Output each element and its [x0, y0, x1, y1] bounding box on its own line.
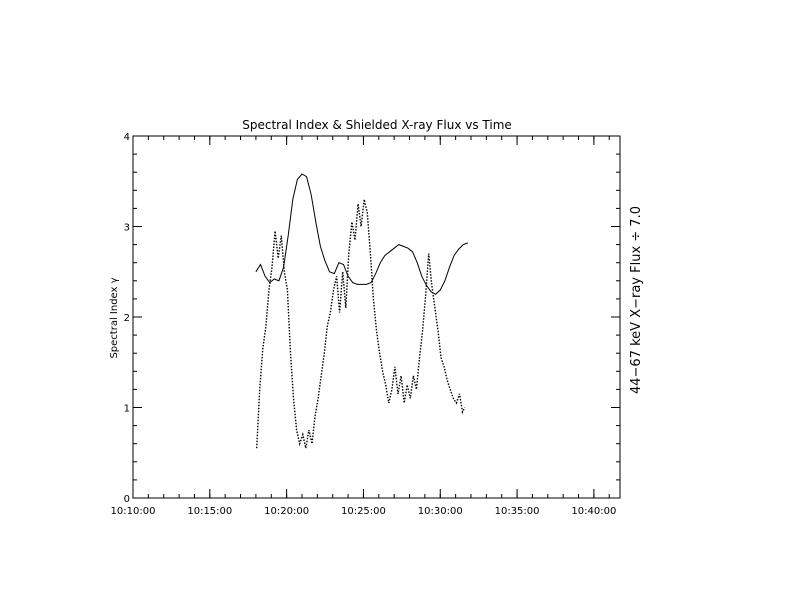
- y2-axis-label: 44−67 keV X−ray Flux ÷ 7.0: [629, 206, 644, 394]
- y-tick-label: 2: [124, 313, 130, 324]
- axis-tick-labels: 10:10:00 10:15:00 10:20:00 10:25:00 10:30:00…: [111, 132, 617, 517]
- xray-flux-line: [256, 199, 466, 449]
- y-tick-label: 0: [124, 494, 130, 505]
- series-layer: [255, 173, 469, 449]
- y-tick-label: 4: [124, 132, 130, 143]
- x-tick-label: 10:20:00: [264, 506, 309, 517]
- spectral-index-line: [255, 173, 469, 296]
- chart-title: Spectral Index & Shielded X-ray Flux vs …: [242, 118, 512, 132]
- x-tick-label: 10:15:00: [187, 506, 232, 517]
- x-tick-label: 10:35:00: [495, 506, 540, 517]
- y-tick-label: 3: [124, 223, 130, 234]
- x-tick-label: 10:40:00: [571, 506, 616, 517]
- axis-ticks: [132, 135, 620, 499]
- x-tick-label: 10:25:00: [341, 506, 386, 517]
- x-tick-label: 10:10:00: [111, 506, 156, 517]
- y-tick-label: 1: [124, 404, 130, 415]
- y-axis-label: Spectral Index γ: [109, 277, 120, 358]
- x-tick-label: 10:30:00: [418, 506, 463, 517]
- plot-frame: [132, 135, 621, 499]
